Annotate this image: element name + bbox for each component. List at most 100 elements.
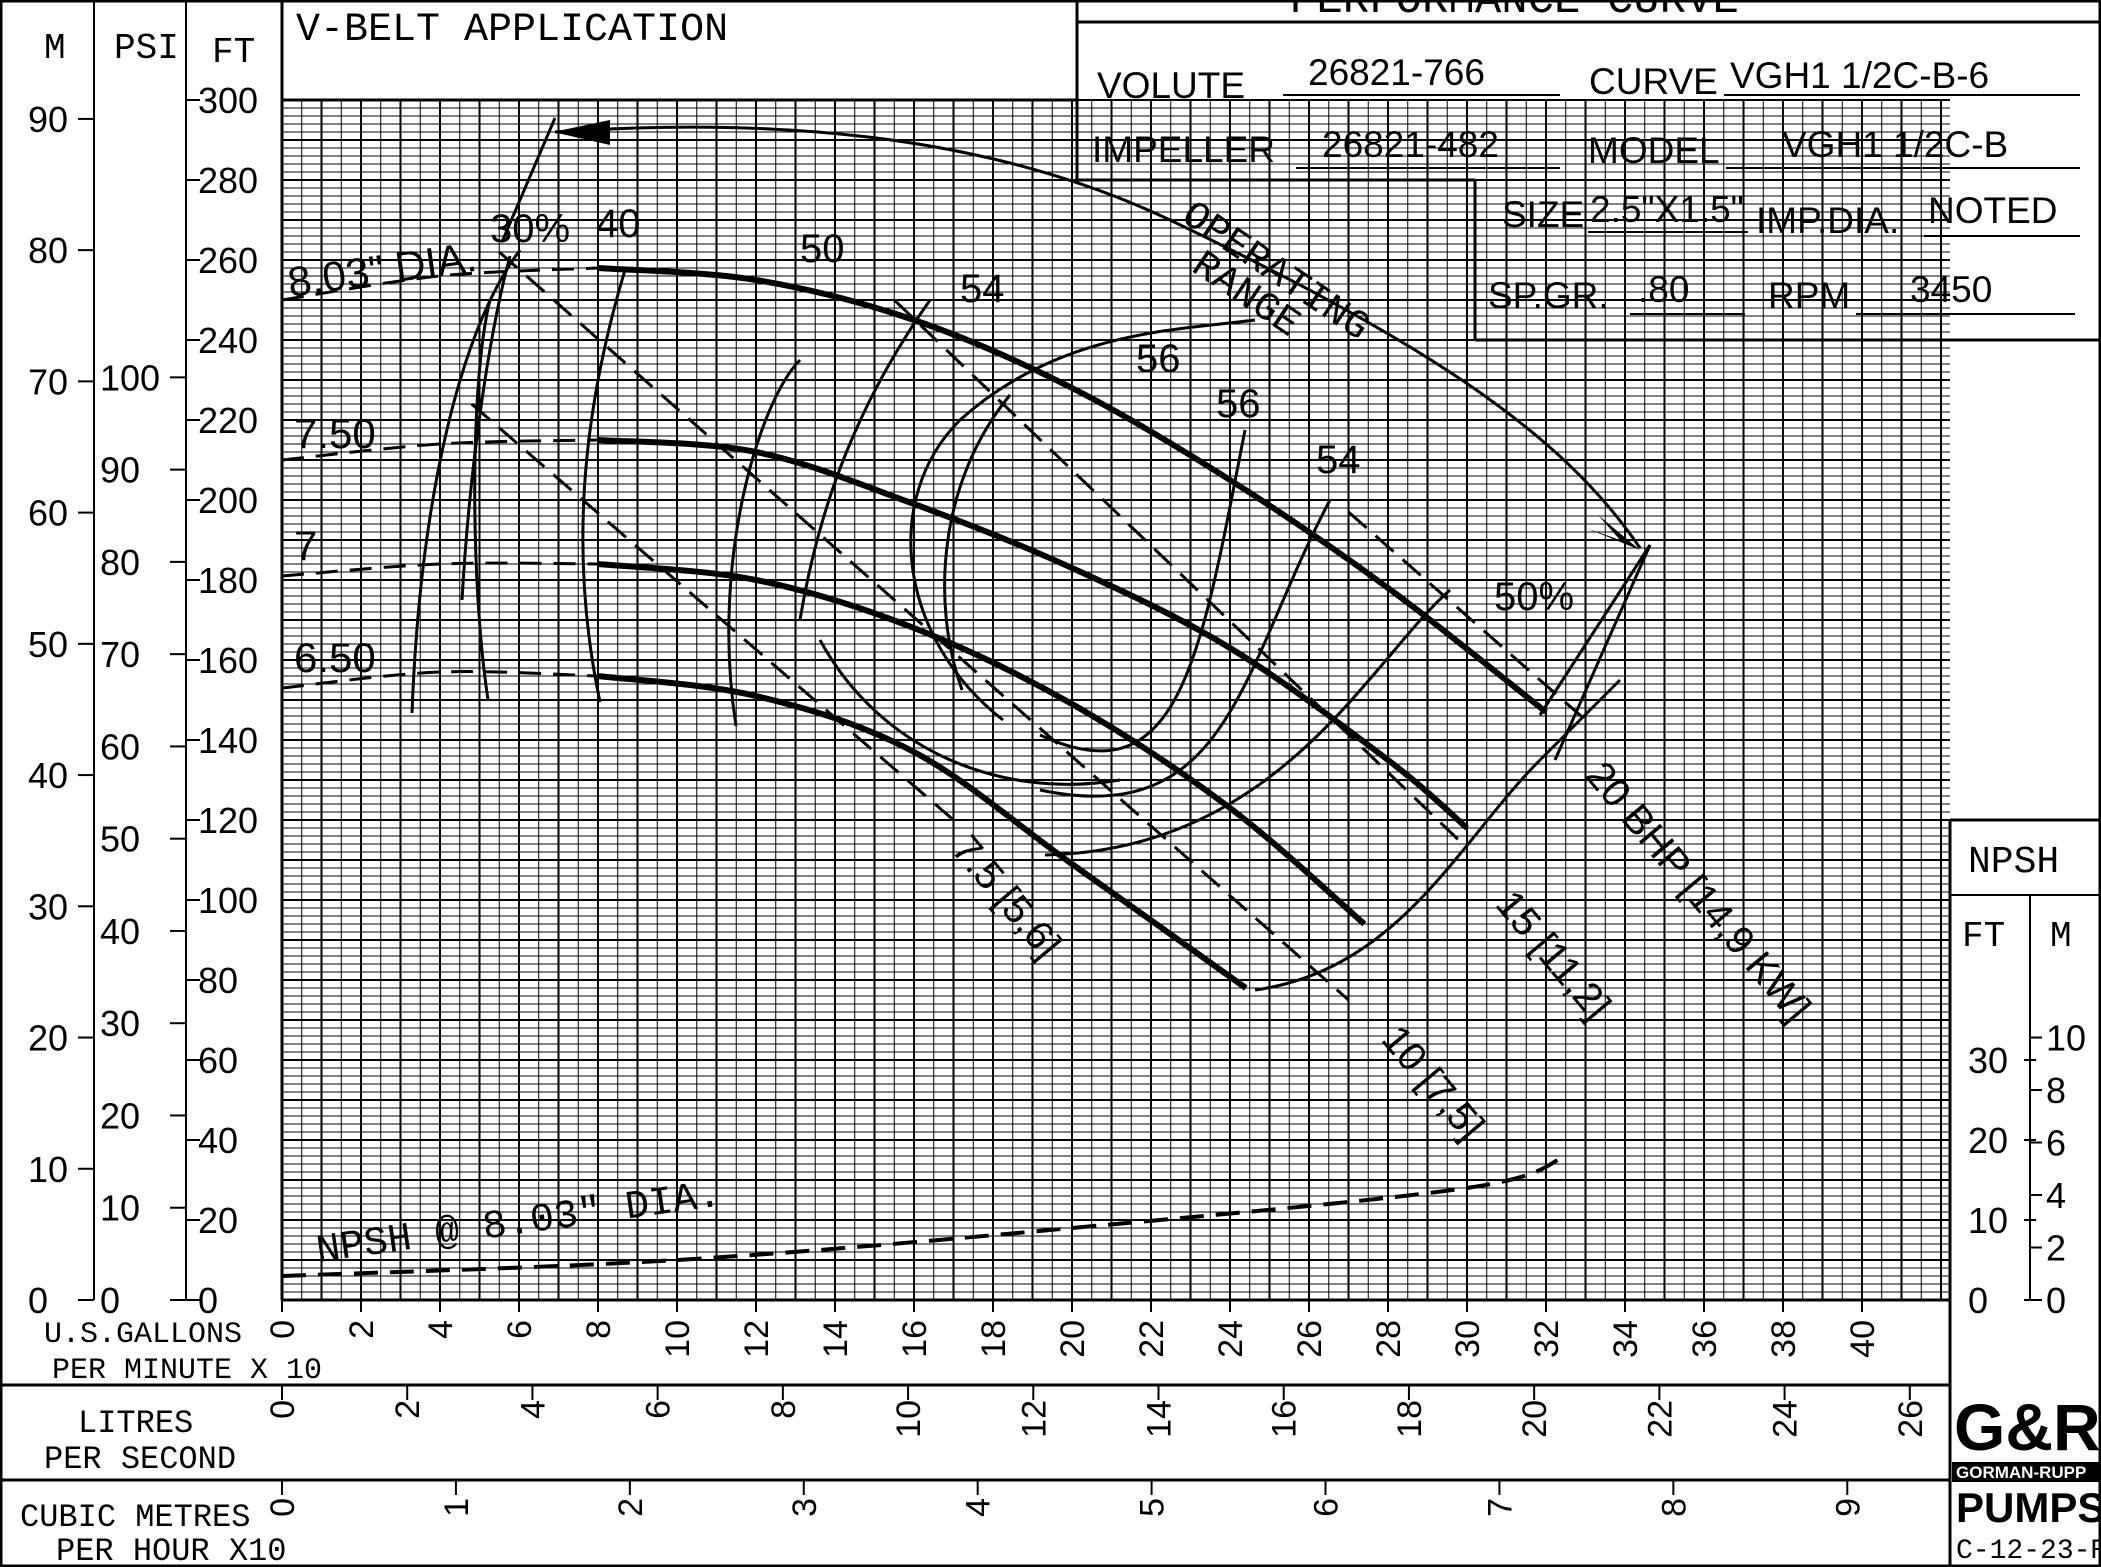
cmh-tick-label: 9 bbox=[1829, 1498, 1867, 1517]
m-tick-label: 90 bbox=[28, 99, 68, 140]
gpm-tick-label: 14 bbox=[817, 1320, 855, 1358]
ft-tick-label: 60 bbox=[198, 1040, 238, 1081]
cmh-tick-label: 4 bbox=[960, 1498, 998, 1517]
psi-tick-label: 90 bbox=[100, 450, 140, 491]
lps-tick-label: 12 bbox=[1015, 1400, 1053, 1438]
imp-dia-value: NOTED bbox=[1928, 190, 2058, 231]
bhp-line-2 bbox=[893, 298, 1469, 850]
psi-tick-label: 10 bbox=[100, 1188, 140, 1229]
size-label: SIZE bbox=[1502, 194, 1584, 235]
logo-code: C-12-23-R bbox=[1956, 1536, 2101, 1567]
efficiency-label-40: 40 bbox=[596, 202, 641, 246]
ft-tick-label: 200 bbox=[198, 480, 258, 521]
gpm-tick-label: 40 bbox=[1844, 1320, 1882, 1358]
cmh-tick-label: 0 bbox=[264, 1498, 302, 1517]
model-value: VGH1 1/2C-B bbox=[1782, 124, 2008, 165]
gpm-tick-label: 8 bbox=[580, 1320, 618, 1339]
npsh-m-tick-label: 2 bbox=[2046, 1228, 2066, 1269]
gpm-tick-label: 0 bbox=[264, 1320, 302, 1339]
efficiency-label-50-right: 50% bbox=[1494, 575, 1574, 619]
m-tick-label: 80 bbox=[28, 230, 68, 271]
psi-tick-label: 80 bbox=[100, 542, 140, 583]
imp-dia-label: IMP.DIA. bbox=[1756, 200, 1899, 241]
ft-tick-label: 260 bbox=[198, 240, 258, 281]
efficiency-label-54-right: 54 bbox=[1316, 438, 1361, 482]
head-label-650: 6.50 bbox=[294, 634, 376, 681]
ft-tick-label: 140 bbox=[198, 720, 258, 761]
psi-tick-label: 60 bbox=[100, 726, 140, 767]
bhp-labels: 7.5 [5,6] 10 [7,5] 15 [11,2] 20 BHP [14,… bbox=[943, 754, 1819, 1149]
efficiency-labels: 30% 40 50 54 56 56 54 50% bbox=[490, 202, 1574, 619]
volute-value: 26821-766 bbox=[1308, 52, 1485, 93]
npsh-m-label: M bbox=[2050, 916, 2072, 957]
psi-tick-label: 100 bbox=[100, 357, 160, 398]
m-tick-label: 50 bbox=[28, 624, 68, 665]
model-label: MODEL bbox=[1588, 130, 1720, 171]
bhp-line-1 bbox=[498, 250, 1350, 1002]
gpm-tick-label: 28 bbox=[1370, 1320, 1408, 1358]
lps-axis-label-line1: LITRES bbox=[78, 1405, 193, 1442]
lps-tick-label: 18 bbox=[1391, 1400, 1429, 1438]
ft-tick-label: 300 bbox=[198, 80, 258, 121]
ft-tick-label: 240 bbox=[198, 320, 258, 361]
m-tick-label: 20 bbox=[28, 1018, 68, 1059]
m-tick-label: 70 bbox=[28, 361, 68, 402]
npsh-m-tick-label: 4 bbox=[2046, 1175, 2066, 1216]
npsh-curve bbox=[281, 1154, 1567, 1278]
ft-tick-label: 0 bbox=[198, 1280, 218, 1321]
gpm-tick-label: 16 bbox=[896, 1320, 934, 1358]
gpm-tick-label: 24 bbox=[1212, 1320, 1250, 1358]
lps-tick-label: 2 bbox=[389, 1400, 427, 1419]
cmh-tick-label: 3 bbox=[786, 1498, 824, 1517]
lps-axis-label-line2: PER SECOND bbox=[44, 1441, 236, 1478]
head-label-7: 7 bbox=[294, 522, 317, 569]
head-curve-0 bbox=[597, 265, 1548, 715]
efficiency-label-56-left: 56 bbox=[1136, 337, 1181, 381]
gpm-tick-label: 2 bbox=[343, 1320, 381, 1339]
lps-tick-label: 10 bbox=[890, 1400, 928, 1438]
gpm-tick-label: 36 bbox=[1686, 1320, 1724, 1358]
cmh-tick-label: 5 bbox=[1134, 1498, 1172, 1517]
ft-scale: 3002802602402202001801601401201008060402… bbox=[186, 80, 258, 1321]
cmh-axis-label-line2: PER HOUR X10 bbox=[56, 1533, 286, 1567]
psi-tick-label: 70 bbox=[100, 634, 140, 675]
m-tick-label: 60 bbox=[28, 493, 68, 534]
lps-tick-label: 22 bbox=[1641, 1400, 1679, 1438]
ft-tick-label: 20 bbox=[198, 1200, 238, 1241]
head-curve-leadin bbox=[281, 561, 599, 578]
ft-tick-label: 80 bbox=[198, 960, 238, 1001]
cmh-tick-label: 8 bbox=[1655, 1498, 1693, 1517]
bhp-line-3 bbox=[1347, 510, 1587, 722]
gpm-tick-label: 32 bbox=[1528, 1320, 1566, 1358]
ft-tick-label: 100 bbox=[198, 880, 258, 921]
spec-underlines bbox=[1283, 94, 2080, 315]
logo-line1: GORMAN-RUPP bbox=[1956, 1463, 2086, 1482]
npsh-m-tick-label: 10 bbox=[2046, 1018, 2086, 1059]
m-tick-label: 30 bbox=[28, 886, 68, 927]
head-label-750: 7.50 bbox=[294, 410, 376, 457]
application-title: V-BELT APPLICATION bbox=[296, 8, 728, 53]
operating-range-arrow bbox=[500, 117, 1652, 761]
lps-tick-label: 24 bbox=[1767, 1400, 1805, 1438]
gpm-tick-label: 22 bbox=[1133, 1320, 1171, 1358]
npsh-curve-line bbox=[281, 1154, 1567, 1278]
sp-gr-value: .80 bbox=[1638, 269, 1689, 310]
sp-gr-label: SP.GR. bbox=[1488, 275, 1609, 316]
cmh-tick-label: 1 bbox=[438, 1498, 476, 1517]
cmh-tick-label: 6 bbox=[1308, 1498, 1346, 1517]
efficiency-curves bbox=[410, 249, 1622, 992]
lps-tick-label: 0 bbox=[264, 1400, 302, 1419]
npsh-m-tick-label: 6 bbox=[2046, 1123, 2066, 1164]
m-axis-label: M bbox=[44, 28, 66, 69]
gpm-tick-label: 30 bbox=[1449, 1320, 1487, 1358]
gpm-tick-label: 4 bbox=[422, 1320, 460, 1339]
head-curve-leadin bbox=[281, 670, 599, 690]
m-tick-label: 40 bbox=[28, 755, 68, 796]
cmh-scale: 0 1 2 3 4 5 6 7 8 9 bbox=[264, 1480, 1867, 1517]
psi-tick-label: 40 bbox=[100, 911, 140, 952]
psi-tick-label: 30 bbox=[100, 1003, 140, 1044]
curve-value: VGH1 1/2C-B-6 bbox=[1730, 55, 1989, 96]
